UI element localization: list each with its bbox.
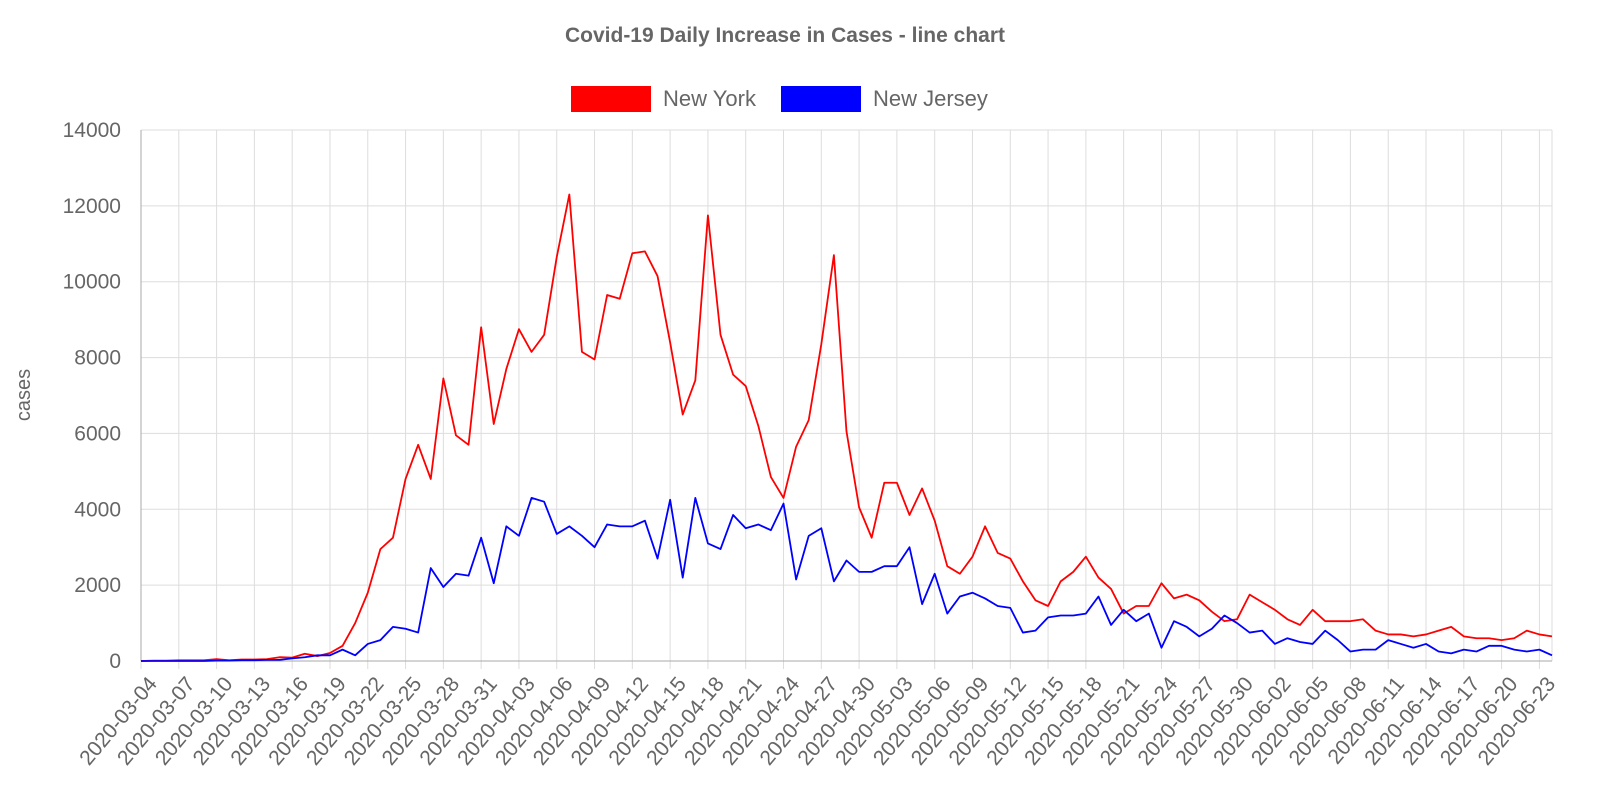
legend-swatch-new-york xyxy=(571,86,651,112)
y-tick-label: 14000 xyxy=(63,119,121,142)
legend[interactable]: New York New Jersey xyxy=(571,86,988,112)
y-tick-label: 0 xyxy=(109,650,121,673)
legend-swatch-new-jersey xyxy=(781,86,861,112)
y-tick-label: 8000 xyxy=(74,347,121,370)
y-tick-label: 6000 xyxy=(74,422,121,445)
y-tick-labels: 0 2000 4000 6000 8000 10000 12000 14000 xyxy=(63,119,121,673)
y-axis-title: cases xyxy=(13,369,35,421)
series-line-new-jersey xyxy=(141,497,1553,662)
legend-item-new-york[interactable]: New York xyxy=(571,86,757,112)
legend-label-new-jersey: New Jersey xyxy=(873,86,988,111)
series-line-new-york xyxy=(140,193,1553,662)
x-tick-labels: 2020-03-042020-03-072020-03-102020-03-13… xyxy=(75,672,1560,769)
y-tick-label: 10000 xyxy=(63,271,121,294)
legend-label-new-york: New York xyxy=(663,86,757,111)
legend-item-new-jersey[interactable]: New Jersey xyxy=(781,86,988,112)
y-tick-label: 2000 xyxy=(74,574,121,597)
chart-title: Covid-19 Daily Increase in Cases - line … xyxy=(565,24,1005,47)
y-tick-label: 12000 xyxy=(63,195,121,218)
y-tick-label: 4000 xyxy=(74,498,121,521)
series-layer xyxy=(140,193,1553,662)
grid xyxy=(140,129,1553,669)
